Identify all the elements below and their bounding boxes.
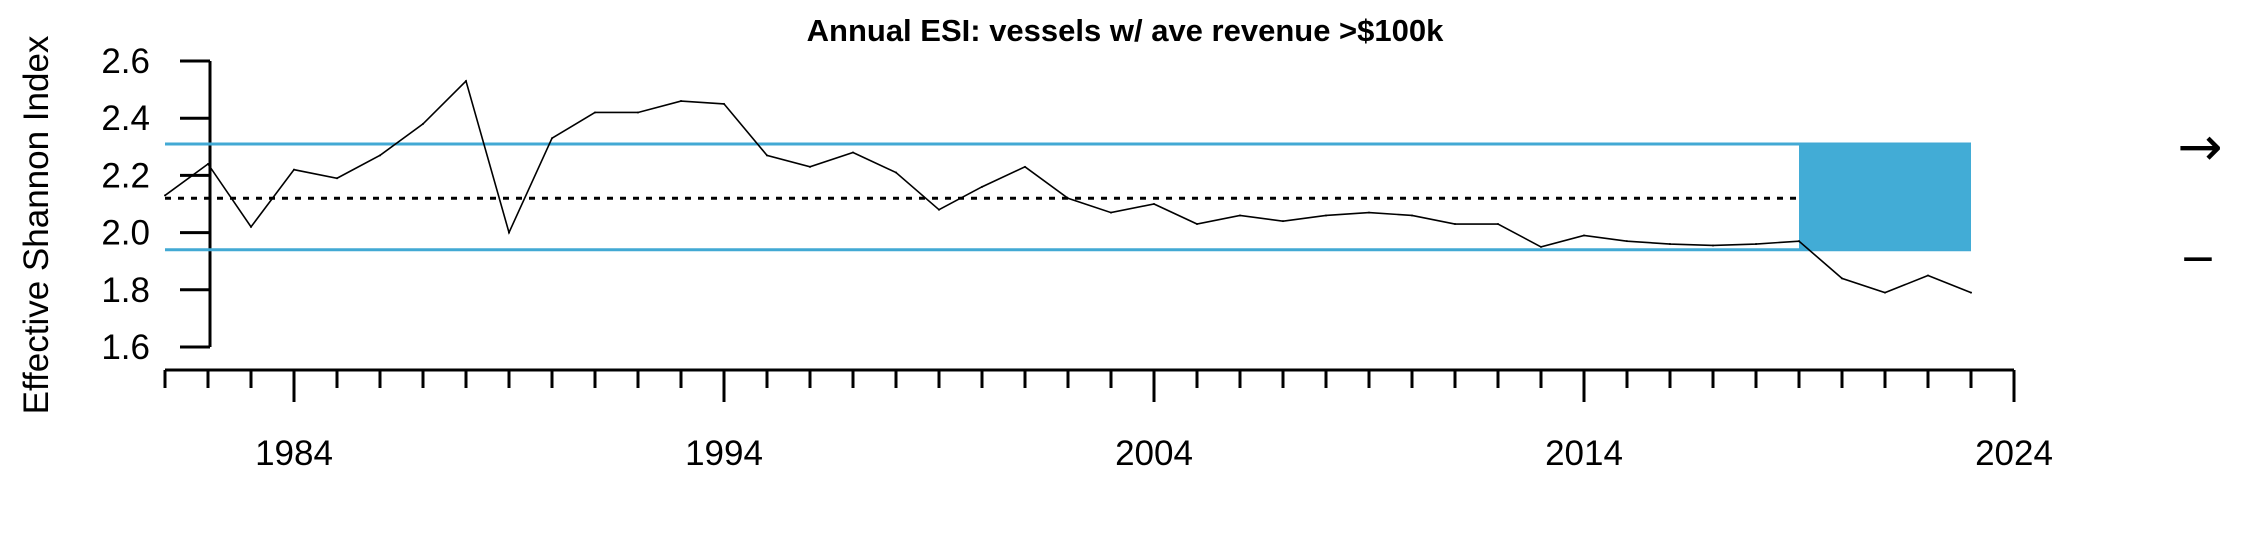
data-point	[723, 102, 725, 105]
x-tick-label: 1994	[685, 434, 763, 473]
data-point	[637, 111, 639, 114]
data-point	[1282, 220, 1284, 223]
recent-window-box	[1799, 143, 1971, 250]
data-point	[164, 194, 166, 197]
data-point	[1927, 274, 1929, 277]
data-point	[1454, 223, 1456, 226]
y-axis-label: Effective Shannon Index	[17, 35, 56, 414]
data-point	[508, 231, 510, 234]
y-tick-label: 2.0	[101, 214, 150, 253]
data-point	[1196, 223, 1198, 226]
y-tick-label: 1.6	[101, 328, 150, 367]
data-point	[895, 171, 897, 174]
data-point	[1411, 214, 1413, 217]
data-point	[594, 111, 596, 114]
data-point	[1841, 277, 1843, 280]
data-point	[1024, 165, 1026, 168]
series-group	[164, 79, 1972, 294]
y-tick-label: 1.8	[101, 271, 150, 310]
data-point	[1110, 211, 1112, 214]
series-line-1	[164, 79, 1972, 294]
x-tick-label: 1984	[255, 434, 333, 473]
data-point	[379, 154, 381, 157]
data-point	[1798, 240, 1800, 243]
data-point	[938, 208, 940, 211]
data-point	[1626, 240, 1628, 243]
reference-lines	[165, 142, 1971, 252]
y-tick-label: 2.2	[101, 156, 150, 195]
y-axis: 1.6 1.8 2.0 2.2 2.4 2.6	[101, 42, 212, 367]
data-point	[1669, 243, 1671, 246]
data-point	[293, 168, 295, 171]
data-point	[1583, 234, 1585, 237]
data-point	[1325, 214, 1327, 217]
chart-title: Annual ESI: vessels w/ ave revenue >$100…	[807, 13, 1444, 48]
data-point	[1153, 203, 1155, 205]
data-point	[465, 80, 467, 83]
data-point	[1712, 244, 1714, 247]
data-point	[981, 185, 983, 188]
y-tick-label: 2.4	[101, 99, 150, 138]
data-point	[250, 225, 252, 228]
data-point	[1755, 243, 1757, 246]
x-tick-label: 2024	[1975, 434, 2053, 473]
data-point	[852, 151, 854, 154]
y-tick-label: 2.6	[101, 42, 150, 81]
mean-symbol: −	[2180, 233, 2217, 284]
data-point	[336, 177, 338, 180]
data-point	[422, 122, 424, 125]
data-point	[766, 154, 768, 157]
data-point	[1884, 291, 1886, 294]
data-point	[1067, 197, 1069, 200]
data-point	[680, 100, 682, 103]
x-tick-label: 2014	[1545, 434, 1623, 473]
data-point	[1540, 245, 1542, 248]
data-point	[1970, 291, 1972, 294]
data-point	[1239, 214, 1241, 217]
x-axis: 1984 1994 2004 2014 2024	[163, 368, 2053, 473]
x-tick-label: 2004	[1115, 434, 1193, 473]
data-point	[809, 165, 811, 168]
data-point	[1368, 211, 1370, 214]
data-point	[551, 137, 553, 140]
data-point	[207, 162, 209, 165]
recent-window	[1799, 143, 1971, 250]
data-point	[1497, 223, 1499, 226]
trend-arrow-symbol: →	[2177, 115, 2222, 178]
